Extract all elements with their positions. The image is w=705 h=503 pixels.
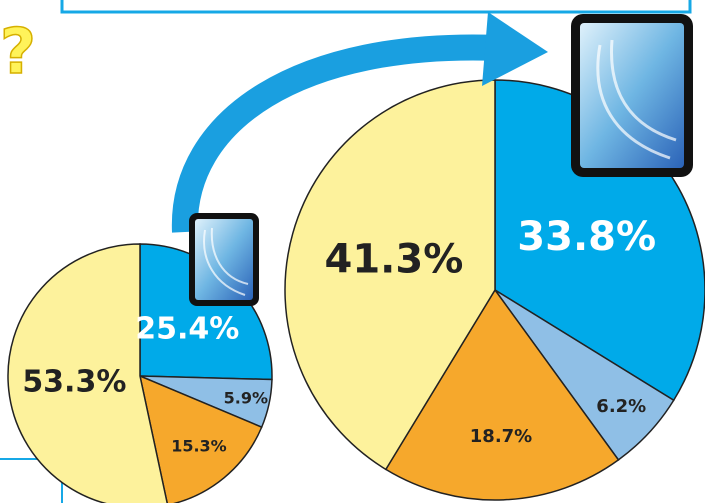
- slice-label: 53.3%: [22, 364, 126, 399]
- infographic: ? 25.4% 5.9% 15.3% 53.3% 33.8% 6.2% 18.7% 41.3%: [0, 0, 705, 503]
- slice-label: 25.4%: [135, 311, 239, 346]
- arrow-head: [482, 12, 548, 86]
- question-mark: ?: [0, 15, 36, 88]
- slice-label: 15.3%: [171, 437, 227, 456]
- slice-label: 33.8%: [517, 214, 656, 260]
- slice-label: 6.2%: [596, 396, 646, 417]
- tablet-icon-large: [571, 14, 693, 177]
- slice-label: 41.3%: [325, 237, 464, 283]
- tablet-icon-small: [189, 213, 259, 306]
- top-banner: [62, 0, 690, 12]
- slice-label: 18.7%: [470, 426, 532, 447]
- slice-label: 5.9%: [224, 388, 268, 407]
